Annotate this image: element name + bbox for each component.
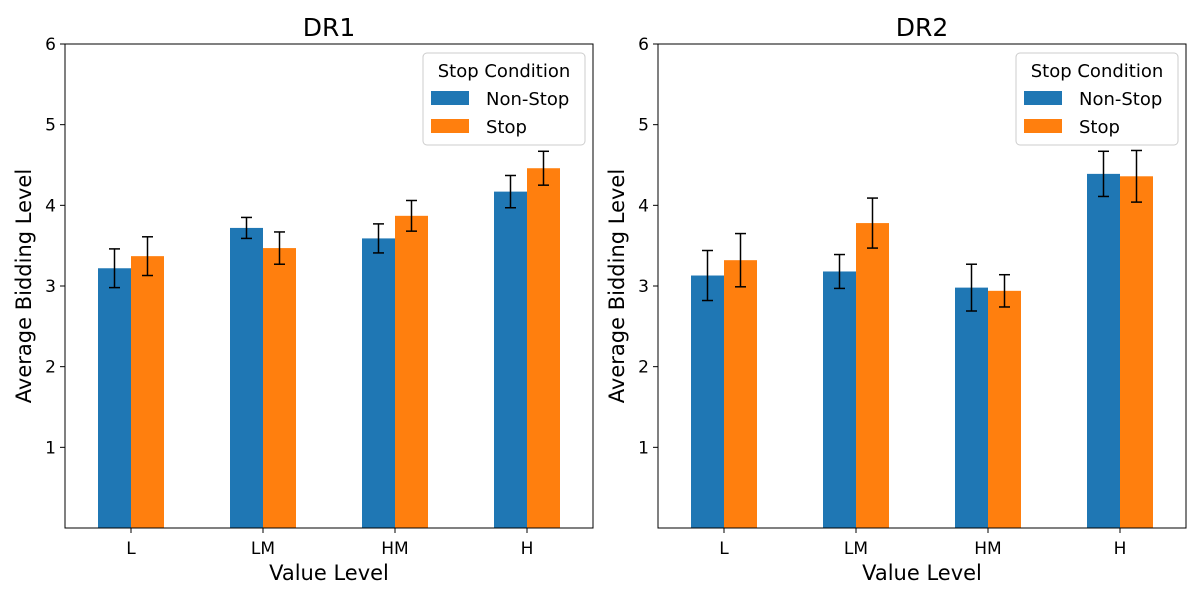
bar-non-stop-hm bbox=[955, 287, 988, 528]
y-tick-label: 3 bbox=[45, 277, 56, 297]
legend-label: Non-Stop bbox=[486, 89, 569, 110]
y-axis-label: Average Bidding Level bbox=[605, 169, 629, 403]
bar-stop-lm bbox=[856, 223, 889, 528]
bar-non-stop-h bbox=[494, 191, 527, 528]
legend-swatch-non-stop bbox=[431, 91, 469, 105]
error-bar-stop-lm bbox=[274, 231, 285, 265]
bar-stop-h bbox=[1120, 176, 1153, 528]
error-bar-non-stop-hm bbox=[966, 263, 977, 312]
y-tick-label: 6 bbox=[638, 35, 649, 55]
x-tick-label: HM bbox=[381, 539, 408, 559]
error-bar-non-stop-h bbox=[505, 174, 516, 209]
bar-non-stop-lm bbox=[230, 227, 263, 529]
x-tick-label: L bbox=[719, 539, 729, 559]
x-axis-label: Value Level bbox=[269, 561, 389, 585]
legend-label: Stop bbox=[486, 117, 527, 138]
error-bar-stop-h bbox=[1131, 149, 1142, 203]
y-tick-label: 3 bbox=[638, 277, 649, 297]
error-bar-non-stop-h bbox=[1098, 150, 1109, 198]
x-axis-label: Value Level bbox=[862, 561, 982, 585]
y-tick-label: 2 bbox=[638, 358, 649, 378]
bar-stop-hm bbox=[395, 215, 428, 528]
error-bar-non-stop-l bbox=[702, 249, 713, 302]
bar-stop-lm bbox=[263, 248, 296, 528]
x-tick-label: HM bbox=[974, 539, 1001, 559]
legend-label: Non-Stop bbox=[1079, 89, 1162, 110]
bar-non-stop-h bbox=[1087, 173, 1120, 528]
y-tick-label: 1 bbox=[638, 438, 649, 458]
legend-title: Stop Condition bbox=[1031, 61, 1164, 82]
x-tick-label: H bbox=[521, 539, 534, 559]
legend: Stop Condition Non-Stop Stop bbox=[1015, 52, 1179, 146]
x-tick-label: LM bbox=[844, 539, 868, 559]
x-tick-label: H bbox=[1114, 539, 1127, 559]
bar-stop-h bbox=[527, 168, 560, 528]
chart-title: DR1 bbox=[303, 13, 356, 42]
x-tick-label: LM bbox=[251, 539, 275, 559]
bar-non-stop-l bbox=[691, 275, 724, 528]
bar-non-stop-hm bbox=[362, 238, 395, 528]
error-bar-non-stop-hm bbox=[373, 223, 384, 254]
y-tick-label: 1 bbox=[45, 438, 56, 458]
bar-stop-l bbox=[131, 256, 164, 528]
y-tick-label: 6 bbox=[45, 35, 56, 55]
chart-panel-dr1: 1 2 3 4 5 6 L LM HM H DR1 Value Level Average Biddin… bbox=[12, 13, 594, 585]
legend: Stop Condition Non-Stop Stop bbox=[422, 52, 586, 146]
x-tick-label: L bbox=[126, 539, 136, 559]
error-bar-stop-l bbox=[735, 232, 746, 288]
y-tick-label: 5 bbox=[638, 116, 649, 136]
error-bar-non-stop-lm bbox=[834, 253, 845, 290]
error-bar-stop-l bbox=[142, 236, 153, 277]
y-tick-label: 4 bbox=[638, 196, 649, 216]
y-axis-label: Average Bidding Level bbox=[12, 169, 36, 403]
error-bar-stop-hm bbox=[999, 273, 1010, 308]
y-tick-label: 2 bbox=[45, 358, 56, 378]
legend-title: Stop Condition bbox=[438, 61, 571, 82]
error-bar-non-stop-l bbox=[109, 248, 120, 289]
error-bar-stop-h bbox=[538, 150, 549, 186]
bar-stop-l bbox=[724, 260, 757, 528]
y-tick-label: 4 bbox=[45, 196, 56, 216]
bar-non-stop-lm bbox=[823, 271, 856, 528]
chart-panel-dr2: 1 2 3 4 5 6 L LM HM H DR2 Value Level Average Biddin… bbox=[605, 13, 1187, 585]
legend-label: Stop bbox=[1079, 117, 1120, 138]
legend-swatch-stop bbox=[1024, 119, 1062, 133]
legend-swatch-stop bbox=[431, 119, 469, 133]
bar-stop-hm bbox=[988, 290, 1021, 528]
error-bar-stop-hm bbox=[406, 199, 417, 232]
y-tick-label: 5 bbox=[45, 116, 56, 136]
chart-title: DR2 bbox=[896, 13, 949, 42]
bar-non-stop-l bbox=[98, 268, 131, 528]
error-bar-stop-lm bbox=[867, 197, 878, 249]
legend-swatch-non-stop bbox=[1024, 91, 1062, 105]
error-bar-non-stop-lm bbox=[241, 216, 252, 240]
